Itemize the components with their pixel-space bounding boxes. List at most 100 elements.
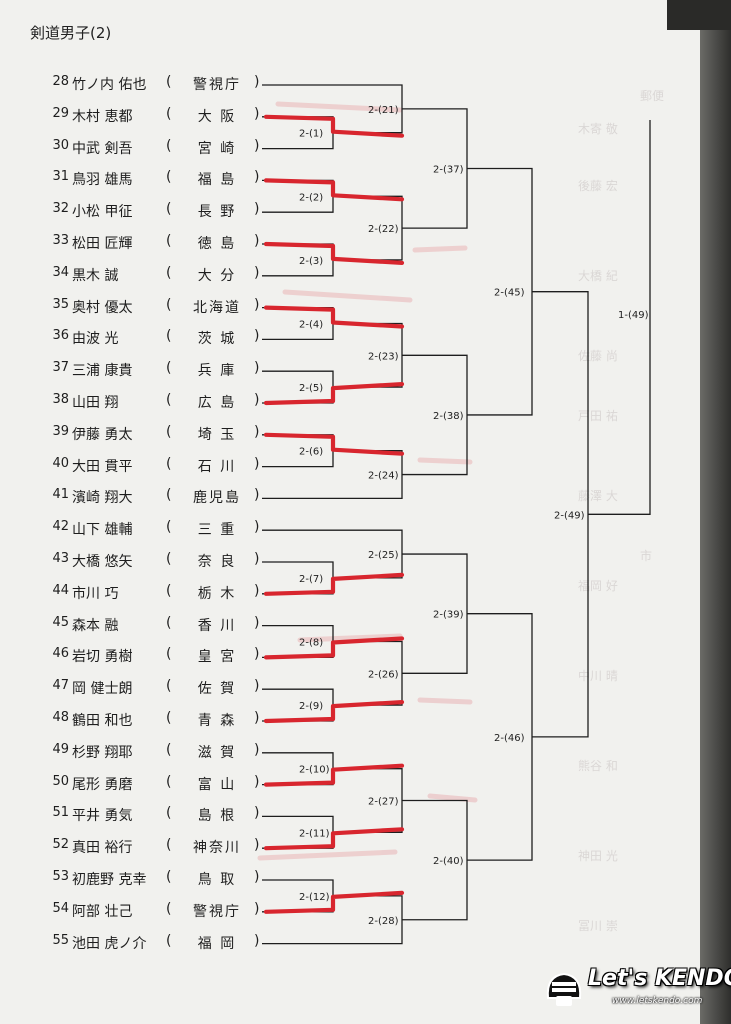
paren-close: ): [254, 741, 260, 758]
entry-prefecture: 茨 城: [197, 331, 237, 348]
match-label: 2-(3): [299, 256, 323, 267]
page-title: 剣道男子(2): [30, 24, 112, 42]
entry-number: 31: [52, 169, 69, 185]
paren-open: (: [166, 74, 172, 90]
watermark: Let's KENDO! www.letskendo.com: [540, 964, 731, 1016]
paren-close: ): [254, 296, 260, 313]
paren-open: (: [166, 201, 172, 218]
bracket-lines: 木寄 敬後藤 宏大橋 紀 佐藤 尚戸田 祐藤澤 大 福岡 好中川 晴熊谷 和 神…: [257, 84, 664, 945]
entry-number: 29: [52, 105, 69, 121]
paren-close: ): [254, 869, 260, 885]
paren-open: (: [166, 455, 172, 472]
kendo-mask-icon: [546, 972, 582, 1006]
match-label: 2-(38): [433, 411, 464, 422]
entry-number: 28: [52, 74, 69, 89]
entry-name: 杉野 翔耶: [72, 744, 133, 761]
paren-close: ): [254, 392, 260, 408]
paren-open: (: [166, 105, 172, 122]
entry-number: 51: [52, 805, 69, 821]
entry-name: 真田 裕行: [72, 840, 133, 857]
entry-name: 尾形 勇磨: [72, 776, 133, 793]
entry-number: 48: [52, 710, 69, 725]
match-label: 2-(2): [299, 192, 323, 203]
entry-number: 52: [52, 837, 69, 853]
paren-close: ): [254, 519, 260, 536]
winner-mark: [263, 382, 405, 406]
match-label: 2-(28): [368, 916, 399, 927]
watermark-url: www.letskendo.com: [612, 996, 703, 1006]
entry-number: 54: [52, 900, 69, 916]
paren-close: ): [254, 614, 260, 631]
svg-text:郵便: 郵便: [640, 89, 664, 103]
paren-open: (: [166, 805, 172, 822]
entry-number: 35: [52, 296, 69, 312]
match-label: 2-(37): [433, 164, 464, 175]
entry-number: 46: [52, 646, 69, 662]
entry-prefecture: 香 川: [197, 617, 237, 634]
entry-name: 木村 恵都: [72, 108, 133, 125]
paren-close: ): [254, 805, 260, 822]
entry-name: 中武 剣吾: [72, 140, 133, 157]
paren-open: (: [166, 582, 172, 599]
entry-prefecture: 宮 崎: [197, 140, 237, 157]
entry-number: 42: [52, 519, 69, 535]
entry-number: 32: [52, 201, 69, 217]
entry-number: 53: [52, 869, 69, 884]
entry-prefecture: 埼 玉: [197, 426, 237, 443]
paren-open: (: [166, 360, 172, 377]
winner-mark: [263, 700, 405, 724]
paren-close: ): [254, 932, 260, 949]
winner-mark: [263, 305, 405, 329]
paren-close: ): [254, 137, 260, 154]
entry-number: 30: [52, 137, 69, 153]
entry-prefecture: 兵 庫: [197, 363, 237, 380]
entry-number: 44: [52, 582, 69, 598]
winner-mark: [263, 114, 405, 138]
paren-close: ): [254, 837, 260, 854]
entry-name: 大橋 悠矢: [72, 554, 133, 570]
paren-open: (: [166, 551, 172, 567]
entry-name: 由波 光: [72, 331, 119, 348]
match-labels: 2-(1) 2-(2) 2-(3) 2-(4) 2-(5) 2-(6) 2-(7) 2-(8)…: [299, 105, 649, 927]
match-label: 2-(6): [299, 447, 323, 458]
paren-open: (: [166, 741, 172, 758]
bleed-through: [257, 101, 478, 861]
paren-open: (: [166, 932, 172, 949]
paren-close: ): [254, 360, 260, 377]
entry-prefecture: 島 根: [197, 808, 237, 825]
svg-text:佐藤 尚: 佐藤 尚: [578, 349, 618, 363]
match-label: 2-(1): [299, 129, 323, 140]
svg-text:木寄 敬: 木寄 敬: [578, 121, 618, 136]
entry-name: 濱崎 翔大: [72, 490, 133, 507]
paren-close: ): [254, 551, 260, 567]
paren-close: ): [254, 900, 260, 917]
paren-open: (: [166, 646, 172, 663]
entry-prefecture: 皇 宮: [197, 649, 237, 666]
svg-text:後藤 宏: 後藤 宏: [578, 178, 618, 193]
entry-prefecture: 大 阪: [197, 108, 237, 125]
entry-prefecture: 佐 賀: [197, 681, 237, 698]
paren-close: ): [254, 710, 260, 726]
winner-mark: [263, 890, 405, 914]
entry-prefecture: 福 岡: [197, 935, 237, 952]
entry-name: 阿部 壮己: [72, 903, 133, 920]
paren-close: ): [254, 233, 260, 249]
entry-name: 奥村 優太: [72, 299, 133, 316]
paren-open: (: [166, 900, 172, 917]
paren-open: (: [166, 233, 172, 249]
match-label: 2-(12): [299, 892, 330, 903]
match-label: 2-(7): [299, 574, 323, 585]
entry-prefecture: 広 島: [197, 395, 237, 411]
paren-open: (: [166, 296, 172, 313]
svg-text:大橋 紀: 大橋 紀: [578, 269, 618, 283]
paren-close: ): [254, 264, 260, 281]
entry-prefecture: 滋 賀: [197, 744, 237, 761]
entry-name: 竹ノ内 佑也: [72, 77, 147, 93]
entry-number: 41: [52, 487, 69, 503]
paren-close: ): [254, 773, 260, 790]
paren-open: (: [166, 487, 172, 504]
paren-open: (: [166, 837, 172, 854]
svg-text:冨川 崇: 冨川 崇: [578, 919, 618, 933]
entry-prefecture: 三 重: [197, 522, 237, 539]
entry-name: 鳥羽 雄馬: [72, 172, 133, 189]
